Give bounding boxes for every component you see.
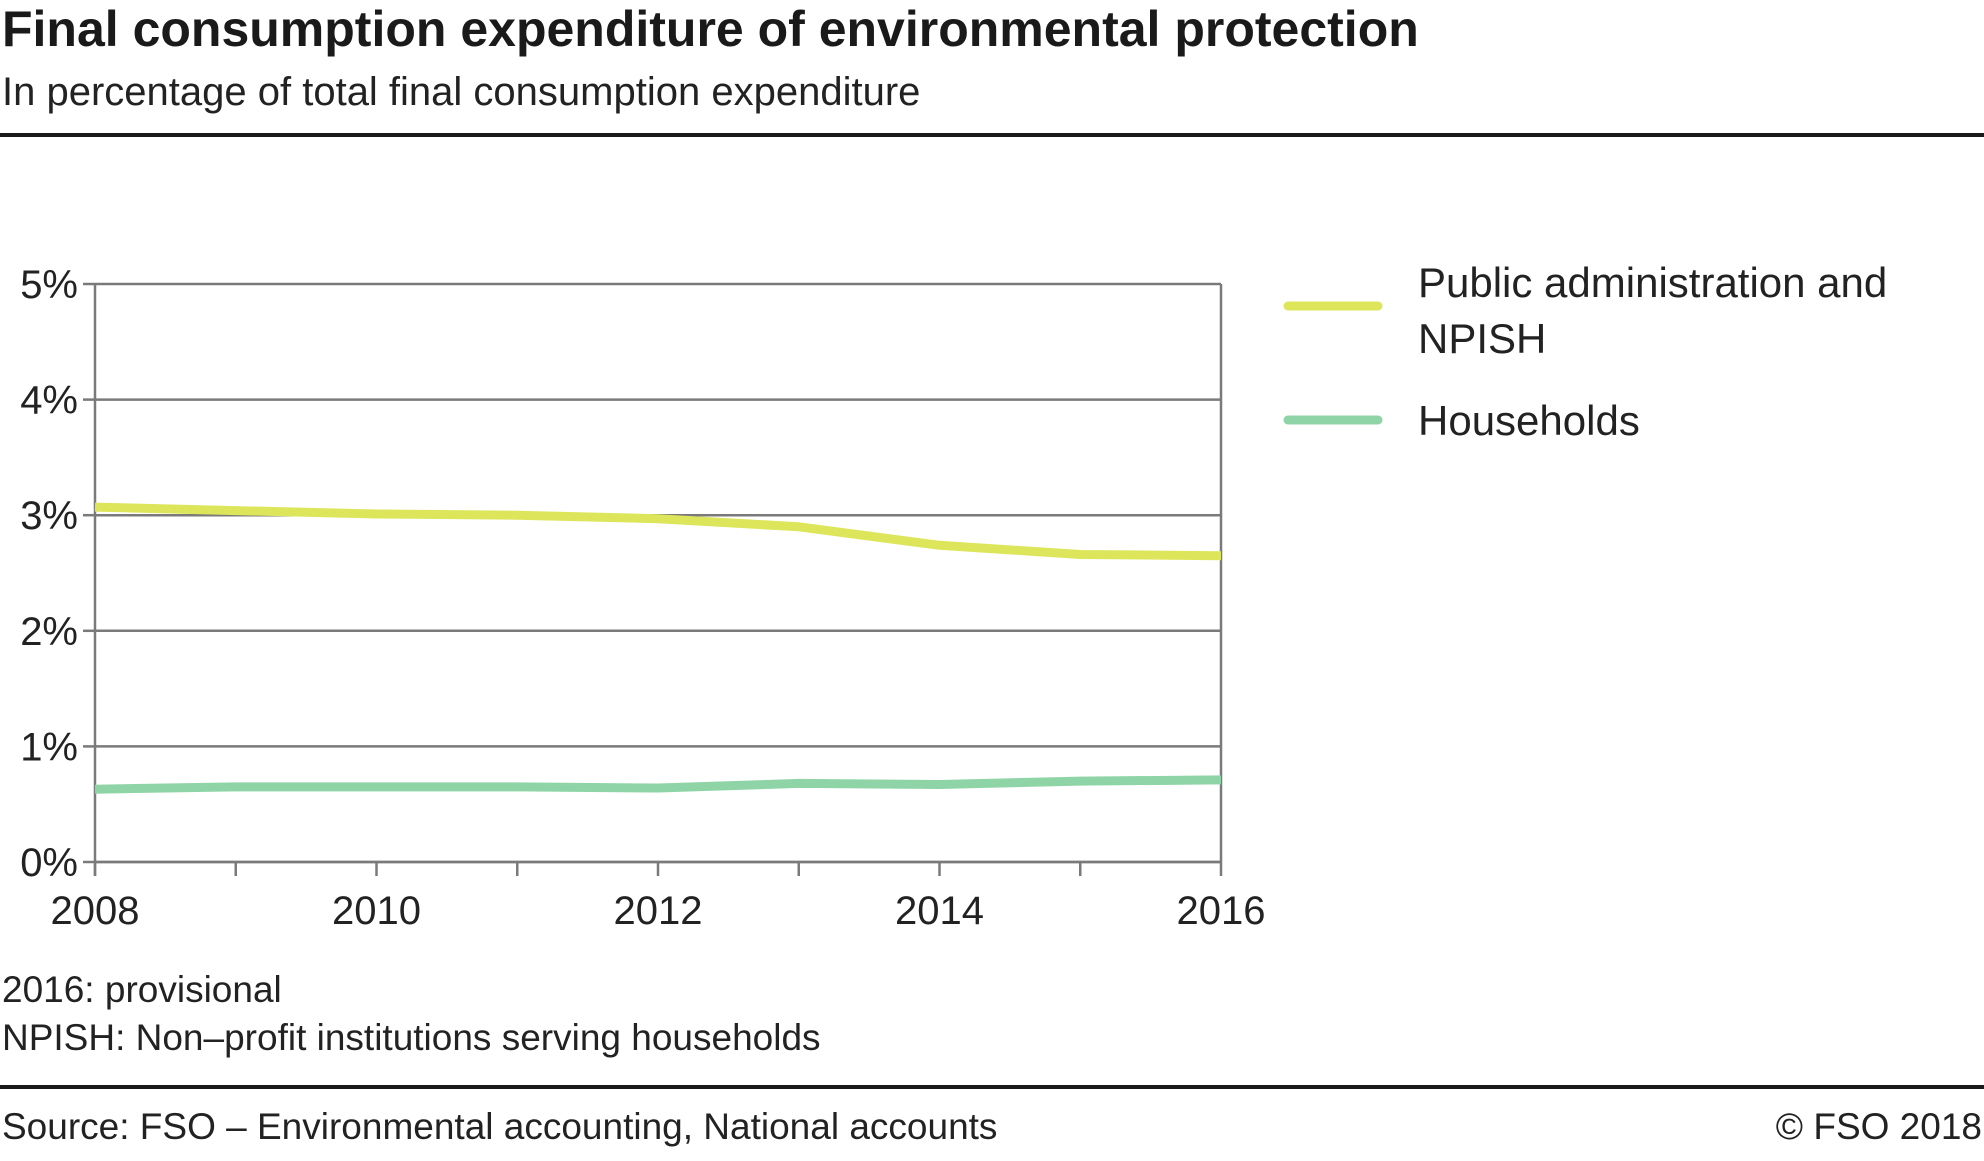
note-npish-definition: NPISH: Non–profit institutions serving h… xyxy=(2,1015,821,1061)
legend-label-0-1: NPISH xyxy=(1418,315,1546,362)
line-chart: 0% 1% 2% 3% 4% 5% 2008 2010 2012 2014 2016 Public a… xyxy=(0,0,1984,960)
x-tick-label-0: 2008 xyxy=(51,889,140,933)
source-text: Source: FSO – Environmental accounting, … xyxy=(2,1104,997,1150)
copyright-text: © FSO 2018 xyxy=(1776,1104,1982,1150)
series-line-1 xyxy=(95,780,1221,789)
bottom-divider xyxy=(0,1085,1984,1089)
legend-label-1-0: Households xyxy=(1418,397,1640,444)
y-tick-label-3: 3% xyxy=(20,494,78,538)
x-tick-label-3: 2014 xyxy=(895,889,984,933)
y-tick-label-2: 2% xyxy=(20,610,78,654)
legend-label-0-0: Public administration and xyxy=(1418,259,1887,306)
y-tick-label-1: 1% xyxy=(20,725,78,769)
note-provisional: 2016: provisional xyxy=(2,967,282,1013)
x-tick-label-4: 2016 xyxy=(1177,889,1266,933)
y-tick-label-0: 0% xyxy=(20,841,78,885)
y-tick-label-5: 5% xyxy=(20,263,78,307)
y-tick-label-4: 4% xyxy=(20,379,78,423)
x-tick-label-1: 2010 xyxy=(332,889,421,933)
x-tick-label-2: 2012 xyxy=(614,889,703,933)
